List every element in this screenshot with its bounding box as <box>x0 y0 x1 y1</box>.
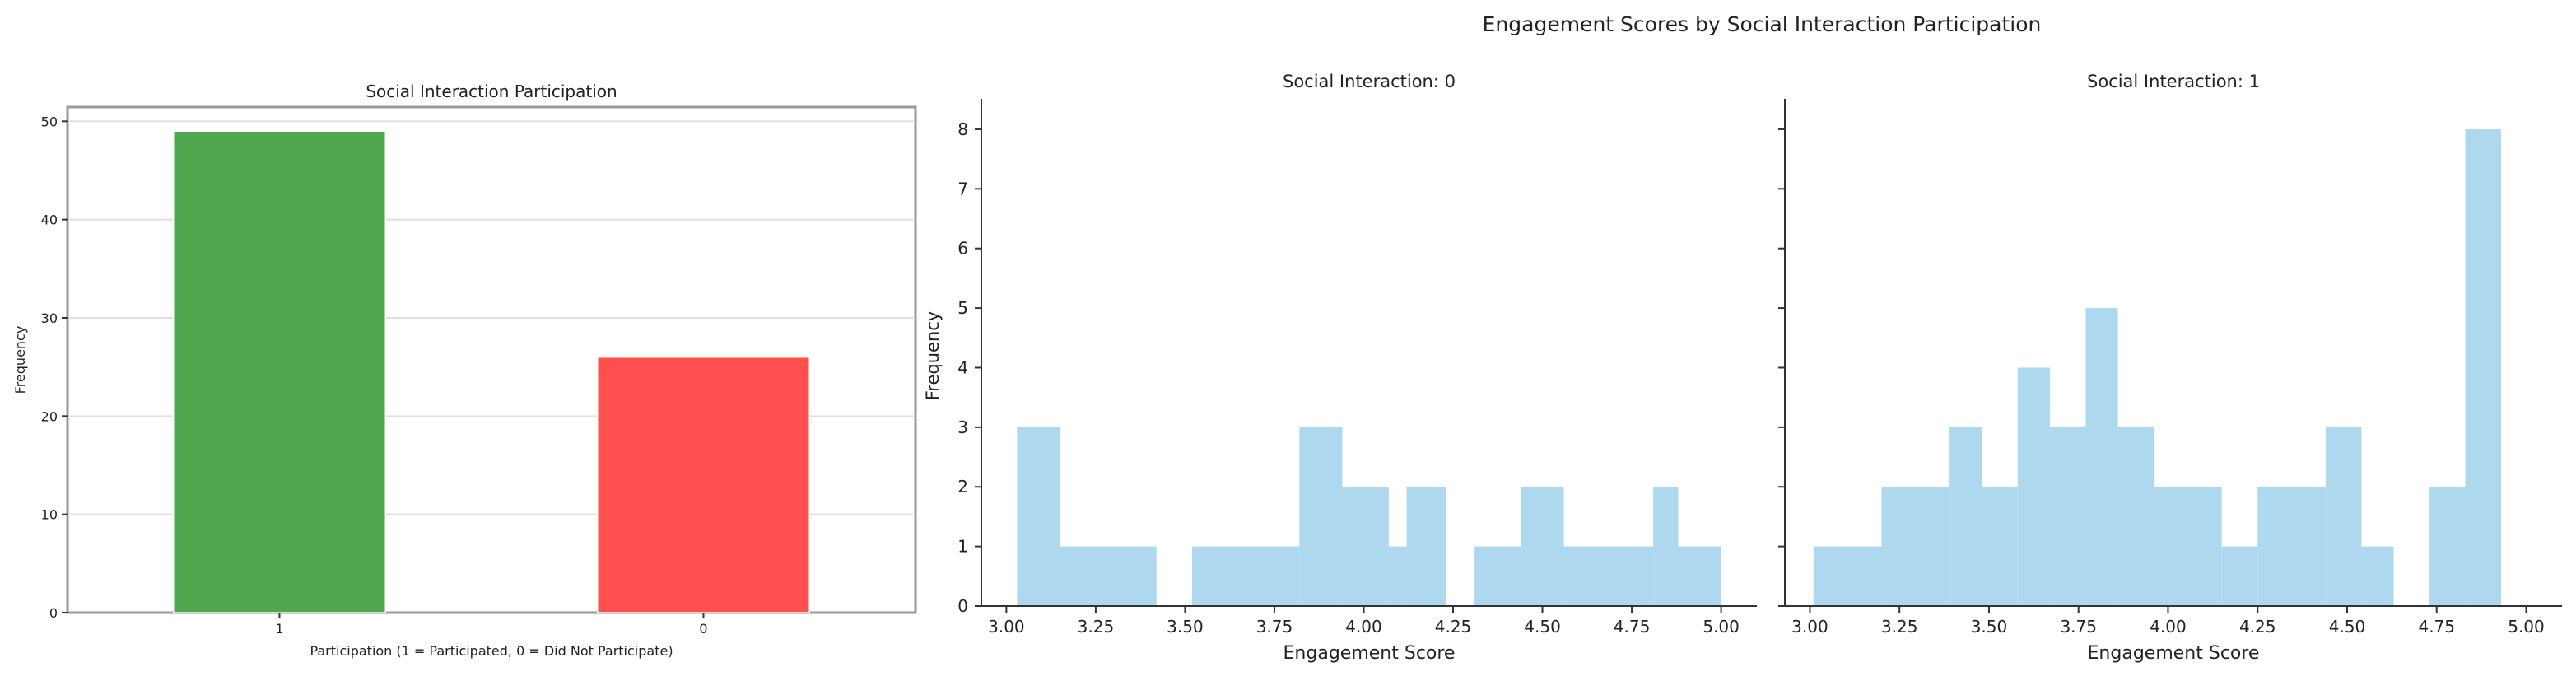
y-tick-label: 6 <box>957 239 968 259</box>
y-tick-label: 4 <box>957 357 968 377</box>
histogram-bar <box>2049 427 2086 606</box>
histogram-bar <box>1563 546 1654 606</box>
chart-title: Social Interaction: 1 <box>2087 72 2260 91</box>
x-tick-label: 3.50 <box>1167 617 1204 637</box>
histogram-bar <box>1299 427 1343 606</box>
histogram-bar <box>1653 487 1679 606</box>
x-axis-label: Participation (1 = Participated, 0 = Did… <box>310 643 673 659</box>
histogram-bar <box>1982 487 2018 606</box>
y-tick-label: 50 <box>41 114 58 129</box>
histogram-bar <box>1342 487 1389 606</box>
x-tick-label: 3.75 <box>1256 617 1293 637</box>
x-tick-label: 3.25 <box>1078 617 1115 637</box>
histogram-bar <box>2325 427 2362 606</box>
x-tick-label: 4.75 <box>2418 617 2455 637</box>
y-tick-label: 8 <box>957 119 968 139</box>
histogram-bar <box>1192 546 1300 606</box>
y-tick-label: 2 <box>957 477 968 497</box>
x-tick-label: 5.00 <box>1703 617 1740 637</box>
y-tick-label: 7 <box>957 179 968 198</box>
histogram-bar <box>2257 487 2326 606</box>
histogram-bar <box>2017 367 2050 606</box>
histogram-bar <box>2465 128 2502 606</box>
histogram-bar <box>1678 546 1721 606</box>
bar-0 <box>597 356 810 613</box>
y-tick-label: 3 <box>957 417 968 437</box>
histogram-bar <box>1881 487 1950 606</box>
y-tick-label: 5 <box>957 298 968 318</box>
y-axis-label: Frequency <box>12 326 28 394</box>
x-axis-label: Engagement Score <box>1283 643 1456 664</box>
histogram-bar <box>2361 546 2394 606</box>
histogram-bar <box>1949 427 1982 606</box>
x-tick-label: 3.50 <box>1971 617 2008 637</box>
x-tick-label: 4.25 <box>2239 617 2276 637</box>
histogram-bar <box>1406 487 1446 606</box>
histogram-bar <box>1521 487 1564 606</box>
histogram-bar <box>2221 546 2258 606</box>
x-tick-label: 4.50 <box>1524 617 1561 637</box>
histogram-bar <box>2154 487 2222 606</box>
histogram-social-interaction-0: 0 1 2 3 4 5 6 7 8 3.00 3.25 3.50 3.75 4.00 4.25 4.50 4.7… <box>923 72 1757 664</box>
bar-1 <box>173 130 386 613</box>
histogram-bar <box>1388 546 1407 606</box>
y-tick-label: 0 <box>49 605 58 621</box>
y-tick-label: 1 <box>957 537 968 557</box>
chart-title: Social Interaction Participation <box>366 82 617 101</box>
y-tick-label: 20 <box>41 408 58 424</box>
x-tick-label: 0 <box>699 621 707 637</box>
x-tick-label: 4.00 <box>1345 617 1382 637</box>
y-tick-label: 10 <box>41 507 58 523</box>
chart-title: Social Interaction: 0 <box>1283 72 1456 91</box>
x-tick-label: 4.50 <box>2329 617 2366 637</box>
histogram-bar <box>1060 546 1157 606</box>
x-tick-label: 4.75 <box>1614 617 1651 637</box>
x-tick-label: 3.75 <box>2060 617 2097 637</box>
x-tick-label: 3.00 <box>1791 617 1828 637</box>
y-tick-label: 0 <box>957 596 968 616</box>
histogram-bar <box>2429 487 2466 606</box>
x-tick-label: 3.00 <box>988 617 1025 637</box>
y-tick-label: 40 <box>41 212 58 228</box>
histogram-social-interaction-1: 3.00 3.25 3.50 3.75 4.00 4.25 4.50 4.75 5.00 Soci… <box>1778 72 2562 664</box>
histogram-bar <box>2085 308 2118 606</box>
x-tick-label: 5.00 <box>2508 617 2545 637</box>
figure-suptitle: Engagement Scores by Social Interaction … <box>1483 12 2042 36</box>
histogram-bar <box>1474 546 1521 606</box>
y-tick-label: 30 <box>41 310 58 326</box>
x-tick-label: 4.00 <box>2150 617 2187 637</box>
histogram-bar <box>2117 427 2154 606</box>
x-tick-label: 3.25 <box>1881 617 1918 637</box>
y-axis-label: Frequency <box>923 311 943 401</box>
x-axis-label: Engagement Score <box>2088 643 2260 664</box>
x-tick-label: 1 <box>275 621 283 637</box>
x-tick-label: 4.25 <box>1435 617 1472 637</box>
histogram-bar <box>1813 546 1882 606</box>
histogram-bar <box>1017 427 1060 606</box>
